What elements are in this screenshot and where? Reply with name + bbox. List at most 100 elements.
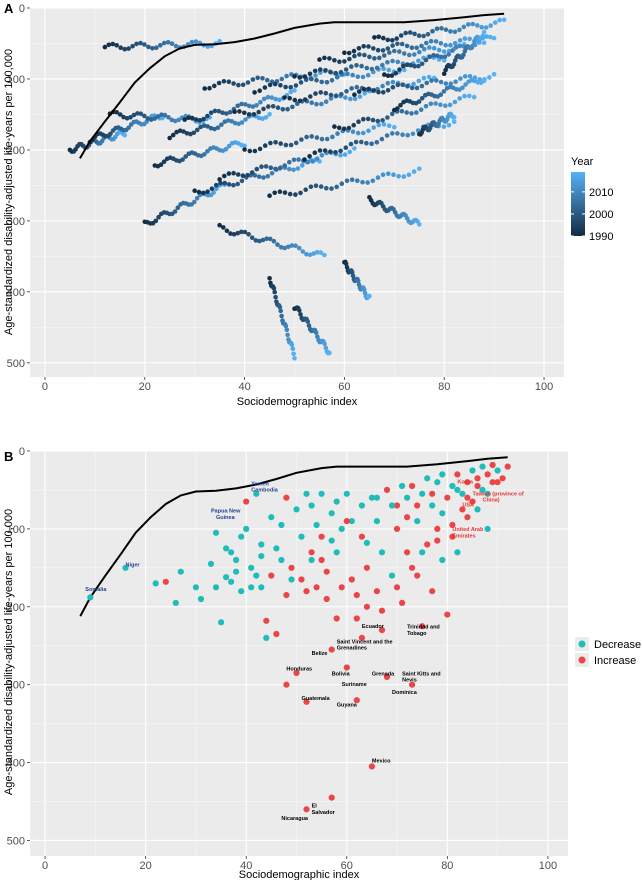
year-point	[308, 94, 313, 99]
increase-point	[474, 475, 481, 482]
year-point	[214, 186, 219, 192]
year-point	[472, 75, 478, 80]
country-label: Guyana	[337, 703, 358, 709]
increase-point	[333, 615, 340, 622]
increase-point	[363, 603, 370, 610]
year-point	[439, 26, 444, 31]
year-point	[401, 174, 407, 179]
panel-b-x-tick-label: 40	[240, 860, 252, 872]
year-point	[438, 54, 444, 60]
year-point	[134, 41, 139, 47]
year-point	[436, 47, 442, 53]
year-point	[256, 115, 262, 121]
increase-point	[338, 584, 345, 591]
year-point	[307, 154, 312, 159]
year-point	[153, 218, 159, 224]
year-point	[239, 178, 245, 184]
decrease-point	[233, 556, 240, 564]
year-point	[491, 35, 497, 41]
year-point	[352, 92, 357, 97]
year-point	[300, 249, 306, 254]
year-point	[442, 54, 448, 59]
year-point	[404, 62, 410, 67]
year-point	[390, 111, 395, 117]
year-point	[242, 143, 247, 148]
year-point	[438, 102, 443, 108]
year-point	[400, 82, 405, 87]
panel-b-x-tick-label: 60	[341, 860, 353, 872]
country-label: Suriname	[342, 682, 367, 688]
year-point	[267, 236, 273, 242]
year-point	[357, 52, 362, 57]
year-point	[295, 166, 301, 171]
year-point	[253, 238, 259, 243]
decrease-point	[273, 545, 280, 552]
year-point	[360, 179, 365, 185]
year-point	[273, 294, 278, 300]
year-point	[273, 166, 278, 172]
year-point	[399, 41, 405, 47]
year-point	[407, 52, 412, 58]
increase-point	[318, 533, 325, 540]
year-point	[426, 74, 432, 80]
year-point	[372, 35, 377, 40]
panel-a-y-tick-label: 300	[7, 216, 25, 228]
year-point	[186, 115, 191, 120]
year-point	[361, 44, 367, 49]
country-label: Korea	[457, 480, 474, 486]
year-point	[457, 38, 463, 43]
decrease-point	[484, 490, 491, 497]
year-point	[293, 140, 299, 146]
year-point	[386, 67, 392, 73]
panel-a-y-tick-label: 200	[7, 145, 25, 157]
decrease-point	[228, 578, 235, 585]
year-point	[336, 125, 342, 131]
year-point	[306, 323, 312, 328]
year-point	[441, 89, 447, 94]
country-label: Saint Vincent and the	[337, 639, 393, 645]
year-point	[344, 178, 350, 184]
year-point	[218, 180, 223, 186]
year-point	[480, 33, 486, 39]
year-point	[314, 135, 320, 140]
year-point	[374, 140, 380, 145]
year-point	[128, 115, 133, 120]
increase-point	[484, 471, 491, 478]
year-point	[267, 112, 272, 117]
decrease-point	[454, 549, 461, 556]
year-point	[350, 129, 356, 134]
year-point	[299, 137, 304, 142]
increase-point	[444, 611, 451, 618]
year-point	[386, 171, 391, 176]
increase-point	[499, 475, 506, 482]
increase-point	[358, 634, 365, 642]
increase-point	[383, 486, 391, 493]
year-point	[292, 88, 297, 93]
year-point	[416, 58, 421, 64]
year-point	[402, 51, 407, 56]
year-point	[450, 48, 455, 53]
increase-point	[353, 592, 360, 599]
panel-b-letter: B	[4, 449, 13, 464]
decrease-point	[459, 490, 466, 497]
panel-b-ticks: 0 20 40 60 80 100 0 100 200 300 400 500	[7, 446, 557, 872]
year-point	[410, 131, 416, 137]
year-point	[339, 181, 345, 186]
year-point	[375, 47, 381, 53]
panel-b-y-tick-label: 300	[7, 680, 25, 692]
country-label: Trinidad and	[407, 625, 440, 631]
decrease-point	[152, 580, 159, 587]
year-point	[292, 74, 297, 79]
year-point	[380, 62, 385, 68]
year-point	[343, 261, 349, 267]
country-label: Guatemala	[302, 696, 331, 702]
year-point	[161, 40, 167, 46]
increase-point	[409, 681, 416, 688]
year-point	[369, 141, 374, 147]
country-label: Salvador	[312, 810, 336, 816]
year-point	[298, 190, 303, 196]
year-point	[130, 43, 135, 49]
year-point	[414, 85, 420, 91]
decrease-point	[303, 490, 310, 497]
